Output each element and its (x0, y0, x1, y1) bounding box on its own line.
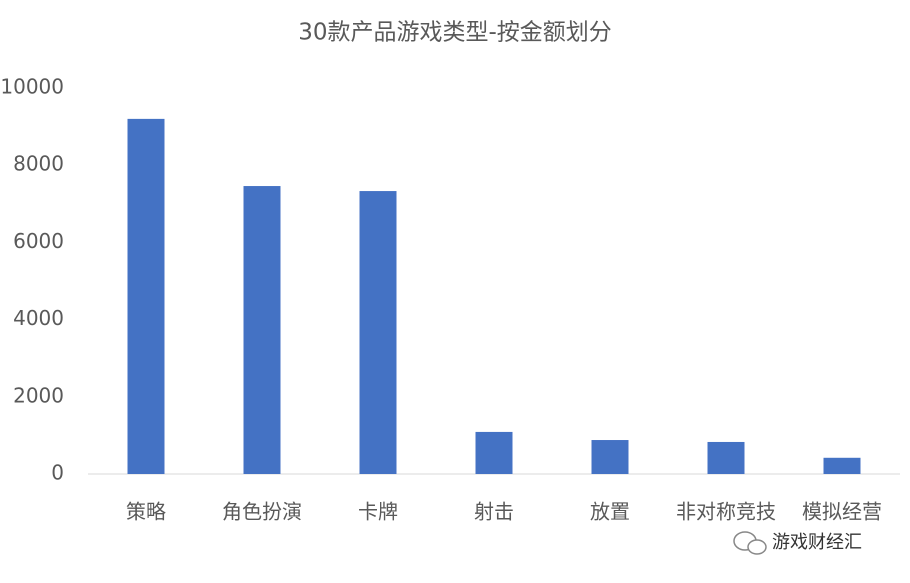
bar (707, 441, 745, 474)
x-tick-label: 策略 (126, 500, 166, 524)
y-tick-label: 2000 (13, 383, 64, 407)
chart-title: 30款产品游戏类型-按金额划分 (298, 20, 612, 46)
y-tick-label: 8000 (13, 152, 64, 176)
bar (127, 118, 165, 474)
y-tick-label: 0 (51, 461, 64, 485)
x-tick-label: 角色扮演 (222, 500, 302, 524)
x-tick-label: 非对称竞技 (676, 500, 776, 524)
bar (823, 457, 861, 474)
x-tick-label: 卡牌 (358, 500, 398, 524)
watermark: 游戏财经汇 (772, 532, 862, 553)
watermark-icon (733, 531, 767, 555)
x-tick-label: 射击 (474, 500, 514, 524)
bar (359, 191, 397, 474)
bar (243, 186, 281, 474)
y-tick-label: 6000 (13, 229, 64, 253)
y-tick-label: 4000 (13, 306, 64, 330)
bar (591, 440, 629, 474)
y-tick-label: 10000 (0, 75, 64, 99)
bar (475, 431, 513, 474)
x-tick-label: 放置 (590, 500, 630, 524)
x-tick-label: 模拟经营 (802, 500, 882, 524)
